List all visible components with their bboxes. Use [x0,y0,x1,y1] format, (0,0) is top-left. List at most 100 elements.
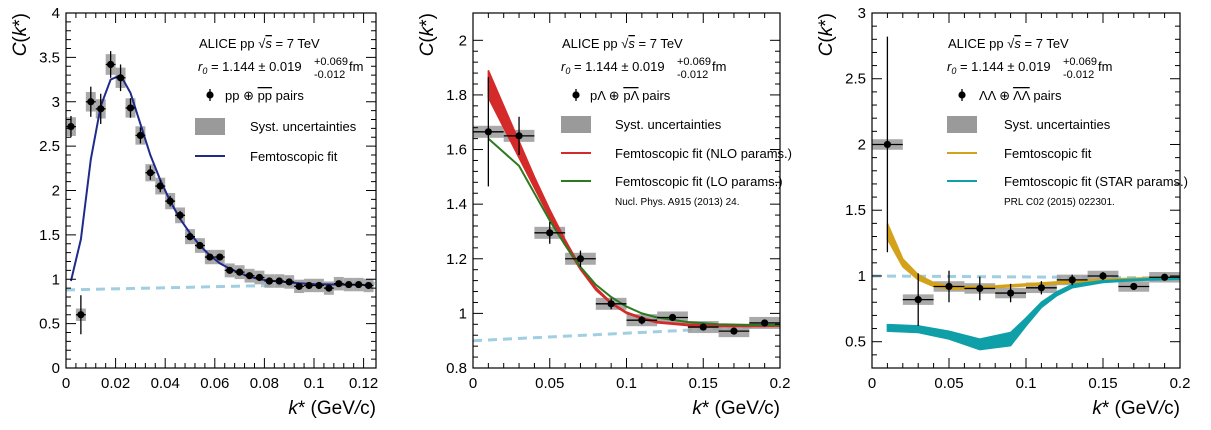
y-tick-label: 0 [52,360,60,377]
data-marker [285,278,293,286]
data-marker [77,311,85,319]
data-marker [67,123,75,131]
data-marker [206,253,214,261]
data-point [657,313,688,322]
data-marker [1037,284,1045,292]
data-marker [166,197,174,205]
data-point [214,253,225,261]
y-tick-label: 3 [858,5,866,22]
data-point [224,266,235,274]
legend-syst-label: Syst. uncertainties [615,117,722,132]
legend-fit-label: Femtoscopic fit (NLO params.) [615,146,792,161]
legend-data-label: pp ⊕ pp pairs [225,88,304,103]
data-point [626,316,658,325]
data-marker [236,268,244,276]
data-point [687,323,719,331]
data-marker [226,266,234,274]
data-point [333,280,344,288]
y-tick-label: 1 [858,268,866,285]
x-axis-title: k* (GeV/c) [288,398,376,419]
x-tick-label: 0.05 [934,375,963,392]
data-marker [186,233,194,241]
data-point [595,298,627,310]
x-tick-label: 0.1 [304,375,325,392]
data-point [323,284,334,292]
data-point [1118,282,1150,291]
data-point [1087,272,1119,280]
y-tick-label: 4 [52,5,60,22]
data-marker [1007,289,1015,297]
data-marker [515,132,523,140]
data-point [145,165,156,180]
data-point [565,250,596,267]
y-tick-label: 3 [52,94,60,111]
data-point [254,273,265,282]
data-marker [976,284,984,293]
y-tick-label: 2 [459,32,467,49]
data-point [85,86,96,117]
x-tick-label: 0.15 [1088,375,1117,392]
data-marker [1099,272,1107,280]
data-marker [146,169,154,177]
legend-radius-down: -0.012 [314,69,345,81]
x-tick-label: 0.1 [1016,375,1037,392]
data-marker [1068,276,1076,284]
data-marker [116,74,125,82]
data-marker [255,273,264,282]
data-point [264,277,275,285]
legend-radius: r0 = 1.144 ± 0.019 [561,59,665,76]
data-point [165,195,176,207]
legend-fit-label: Femtoscopic fit [1004,146,1092,161]
x-tick-label: 0 [469,375,477,392]
data-point [503,116,535,155]
data-point [125,98,136,118]
data-point [353,280,364,289]
legend-fit-label: Femtoscopic fit [250,149,338,164]
x-tick-label: 0.05 [535,375,564,392]
x-axis-title: k* (GeV/c) [692,398,780,419]
legend-syst-label: Syst. uncertainties [1004,117,1111,132]
y-tick-label: 2.5 [39,138,60,155]
data-marker [325,284,333,292]
legend-syst-swatch [561,116,591,133]
y-tick-label: 1.8 [446,87,467,104]
x-tick-label: 0.1 [616,375,637,392]
y-tick-label: 1.5 [39,227,60,244]
data-marker [295,282,303,290]
x-tick-label: 0.15 [689,375,718,392]
data-point [304,281,314,290]
data-point [718,327,750,335]
legend-data-label: ΛΛ ⊕ ΛΛ pairs [979,88,1062,103]
y-tick-label: 1 [52,271,60,288]
x-axis-title: k* (GeV/c) [1092,398,1180,419]
data-marker [176,211,184,219]
legend-marker [572,91,580,99]
data-marker [638,316,646,324]
data-point [234,268,245,276]
plot-area [473,70,780,343]
y-tick-label: 0.8 [446,360,467,377]
data-point [1026,281,1057,295]
x-tick-label: 0.04 [151,375,180,392]
data-point [95,93,106,124]
data-point [534,221,566,244]
panel-pLambda: 0 0.05 0.1 0.15 0.2 0.8 1 1.2 1.4 1.6 1.8 2 k* (GeV/… [417,12,792,419]
data-point [175,210,186,220]
data-point [244,272,255,280]
data-point [1149,273,1180,281]
legend-radius-unit: fm [1098,59,1112,74]
data-marker [335,280,343,288]
data-point [185,233,195,241]
legend-reference: Nucl. Phys. A915 (2013) 24. [615,197,740,208]
x-tick-label: 0.2 [1170,375,1191,392]
data-marker [126,104,135,112]
legend: ALICE pp √s = 7 TeV r0 = 1.144 ± 0.019 +0… [561,36,792,208]
fit-line-lo [487,137,780,327]
x-tick-label: 0.08 [250,375,279,392]
x-tick-label: 0.02 [101,375,130,392]
data-marker [1161,273,1169,281]
y-axis-title: C(k*) [417,13,438,56]
legend: ALICE pp √s = 7 TeV r0 = 1.144 ± 0.019 +0… [195,36,363,164]
data-marker [196,241,204,250]
